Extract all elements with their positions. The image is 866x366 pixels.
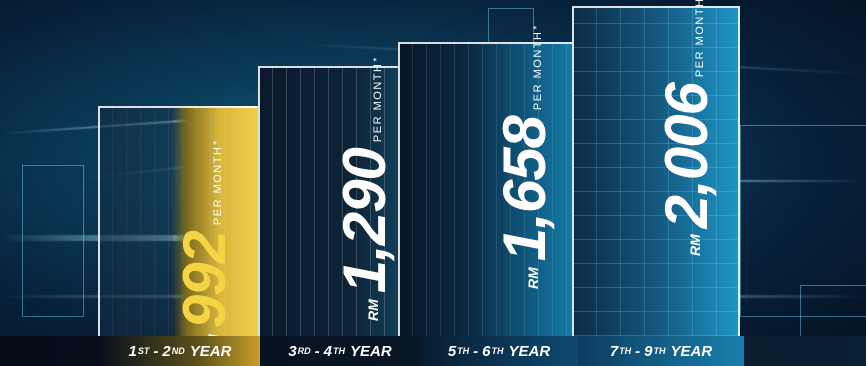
- year-label-tier-3: 5 TH -6 TH YEAR: [420, 336, 578, 366]
- wireframe-building: [22, 165, 84, 317]
- price-amount: 1,658: [491, 116, 558, 262]
- price-amount: 2,006: [653, 83, 720, 229]
- price-label-tier-2: RM 1,290 PER MONTH *: [331, 56, 398, 321]
- price-period: PER MONTH*: [372, 56, 384, 143]
- year-label-tier-1: 1 ST -2 ND YEAR: [100, 336, 260, 366]
- currency-label: RM: [687, 234, 703, 256]
- wireframe-building: [740, 125, 866, 317]
- year-label-tier-4: 7 TH -9 TH YEAR: [578, 336, 744, 366]
- price-label-tier-1: RM 992 PER MONTH*: [171, 139, 238, 356]
- wireframe-building: [800, 285, 866, 366]
- building-tier-1: [98, 106, 260, 336]
- price-period: PER MONTH*: [532, 24, 544, 111]
- currency-label: RM: [365, 299, 381, 321]
- year-label-tier-2: 3 RD -4 TH YEAR: [288, 342, 392, 360]
- price-amount: 992: [171, 231, 238, 329]
- currency-label: RM: [525, 267, 541, 289]
- price-label-tier-3: RM 1,658 PER MONTH *: [491, 24, 558, 289]
- price-period: PER MONTH*: [694, 0, 706, 78]
- building-tier-4: [572, 6, 740, 336]
- price-period: PER MONTH*: [212, 139, 224, 226]
- price-label-tier-4: RM 2,006 PER MONTH*: [653, 0, 720, 256]
- building-tier-3: [398, 42, 578, 336]
- price-amount: 1,290: [331, 148, 398, 294]
